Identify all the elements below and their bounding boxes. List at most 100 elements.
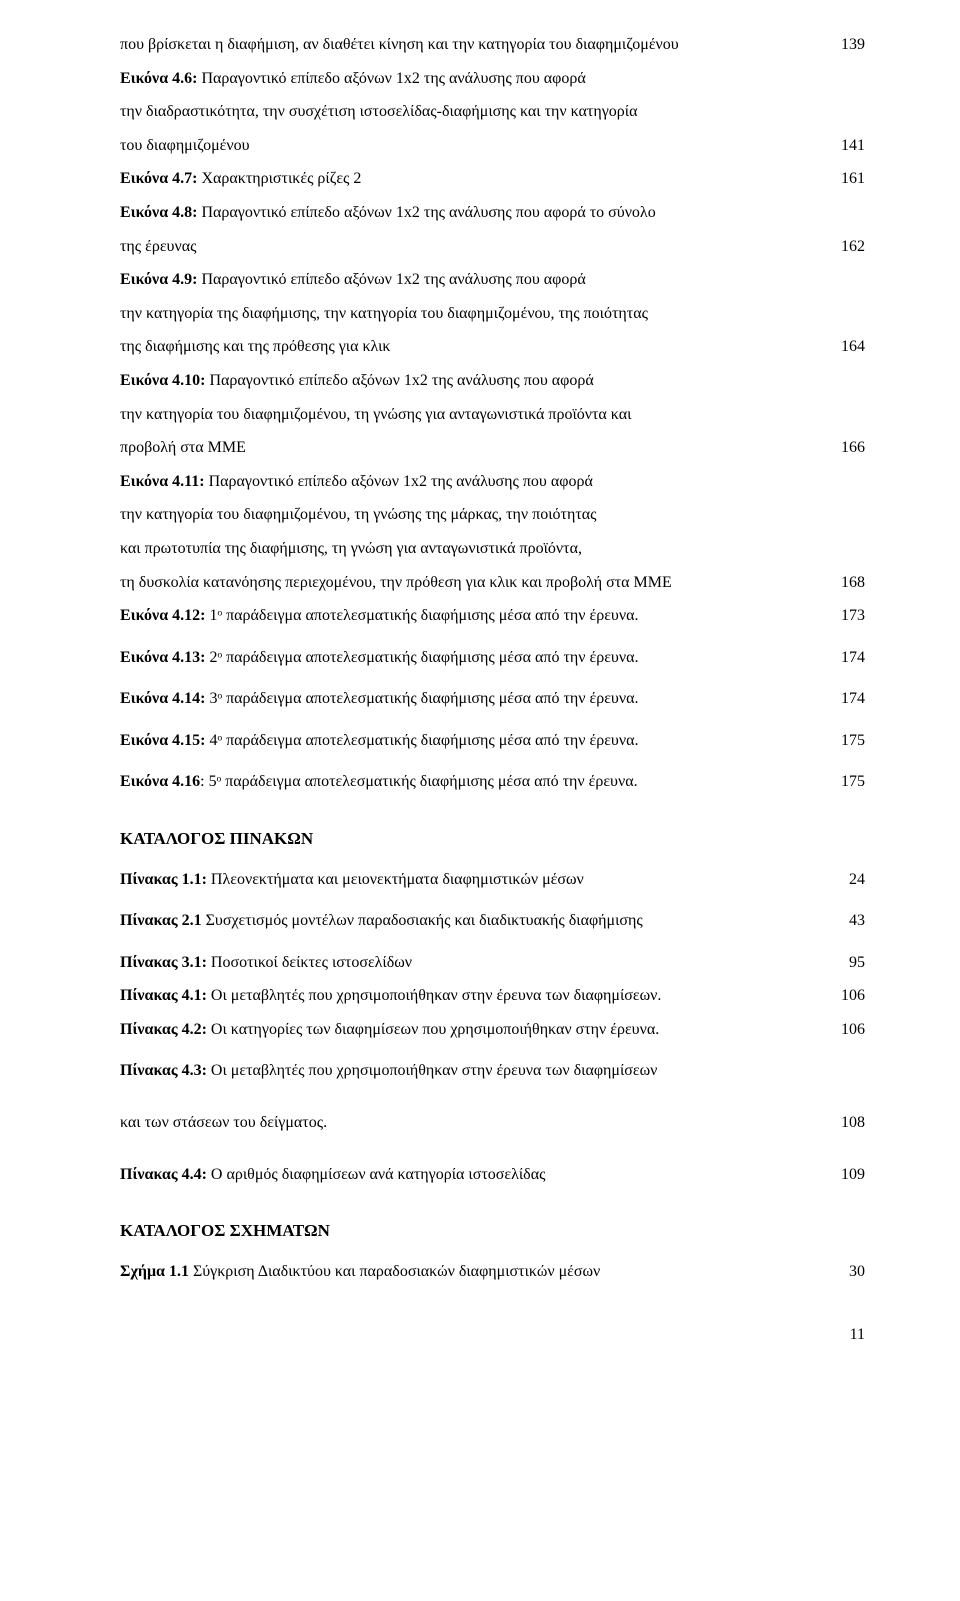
list-item: τη δυσκολία κατανόησης περιεχομένου, την… bbox=[120, 568, 865, 598]
entry-label: Εικόνα 4.11: bbox=[120, 473, 205, 490]
entry-text: Πίνακας 4.2: Οι κατηγορίες των διαφημίσε… bbox=[120, 1015, 825, 1045]
entry-page-number: 109 bbox=[825, 1160, 865, 1190]
entry-text: Πίνακας 4.3: Οι μεταβλητές που χρησιμοπο… bbox=[120, 1056, 825, 1086]
entry-label: Σχήμα 1.1 bbox=[120, 1263, 189, 1280]
list-item: της διαφήμισης και της πρόθεσης για κλικ… bbox=[120, 332, 865, 362]
list-item: Σχήμα 1.1 Σύγκριση Διαδικτύου και παραδο… bbox=[120, 1257, 865, 1287]
entry-text: Εικόνα 4.10: Παραγοντικό επίπεδο αξόνων … bbox=[120, 366, 825, 396]
list-item: την κατηγορία της διαφήμισης, την κατηγο… bbox=[120, 299, 865, 329]
entry-text: Σχήμα 1.1 Σύγκριση Διαδικτύου και παραδο… bbox=[120, 1257, 825, 1287]
entry-text: Πίνακας 3.1: Ποσοτικοί δείκτες ιστοσελίδ… bbox=[120, 948, 825, 978]
entry-page-number: 173 bbox=[825, 601, 865, 631]
entry-desc: τη δυσκολία κατανόησης περιεχομένου, την… bbox=[120, 574, 672, 591]
entry-page-number: 30 bbox=[825, 1257, 865, 1287]
entry-text: Εικόνα 4.9: Παραγοντικό επίπεδο αξόνων 1… bbox=[120, 265, 825, 295]
entry-desc: 1ᵒ παράδειγμα αποτελεσματικής διαφήμισης… bbox=[205, 607, 638, 624]
entry-text: τη δυσκολία κατανόησης περιεχομένου, την… bbox=[120, 568, 825, 598]
entry-text: Εικόνα 4.7: Χαρακτηριστικές ρίζες 2 bbox=[120, 164, 825, 194]
entry-page-number: 43 bbox=[825, 906, 865, 936]
entry-label: Εικόνα 4.15: bbox=[120, 732, 205, 749]
list-item: Εικόνα 4.6: Παραγοντικό επίπεδο αξόνων 1… bbox=[120, 64, 865, 94]
figures-list-section: που βρίσκεται η διαφήμιση, αν διαθέτει κ… bbox=[120, 30, 865, 797]
entry-label: Εικόνα 4.13: bbox=[120, 649, 205, 666]
list-item: Πίνακας 4.4: Ο αριθμός διαφημίσεων ανά κ… bbox=[120, 1160, 865, 1190]
list-item: Εικόνα 4.9: Παραγοντικό επίπεδο αξόνων 1… bbox=[120, 265, 865, 295]
entry-label: Πίνακας 4.1: bbox=[120, 987, 207, 1004]
list-item: και πρωτοτυπία της διαφήμισης, τη γνώση … bbox=[120, 534, 865, 564]
entry-label: Εικόνα 4.9: bbox=[120, 271, 197, 288]
entry-desc: και των στάσεων του δείγματος. bbox=[120, 1114, 327, 1131]
list-item: προβολή στα ΜΜΕ166 bbox=[120, 433, 865, 463]
list-item: την κατηγορία του διαφημιζομένου, τη γνώ… bbox=[120, 500, 865, 530]
list-item: Πίνακας 4.1: Οι μεταβλητές που χρησιμοπο… bbox=[120, 981, 865, 1011]
entry-label: Εικόνα 4.8: bbox=[120, 204, 197, 221]
list-item: Εικόνα 4.10: Παραγοντικό επίπεδο αξόνων … bbox=[120, 366, 865, 396]
entry-text: Εικόνα 4.11: Παραγοντικό επίπεδο αξόνων … bbox=[120, 467, 825, 497]
entry-page-number: 174 bbox=[825, 684, 865, 714]
list-item: Πίνακας 4.2: Οι κατηγορίες των διαφημίσε… bbox=[120, 1015, 865, 1045]
entry-text: της διαφήμισης και της πρόθεσης για κλικ bbox=[120, 332, 825, 362]
entry-page-number: 141 bbox=[825, 131, 865, 161]
entry-text: της έρευνας bbox=[120, 232, 825, 262]
entry-desc: Παραγοντικό επίπεδο αξόνων 1x2 της ανάλυ… bbox=[197, 70, 585, 87]
list-item: την κατηγορία του διαφημιζομένου, τη γνώ… bbox=[120, 400, 865, 430]
entry-page-number: 174 bbox=[825, 643, 865, 673]
entry-text: την διαδραστικότητα, την συσχέτιση ιστοσ… bbox=[120, 97, 825, 127]
list-item: Εικόνα 4.14: 3ᵒ παράδειγμα αποτελεσματικ… bbox=[120, 684, 865, 714]
entry-desc: 3ᵒ παράδειγμα αποτελεσματικής διαφήμισης… bbox=[205, 690, 638, 707]
list-item: Εικόνα 4.11: Παραγοντικό επίπεδο αξόνων … bbox=[120, 467, 865, 497]
entry-text: Πίνακας 4.1: Οι μεταβλητές που χρησιμοπο… bbox=[120, 981, 825, 1011]
entry-text: την κατηγορία της διαφήμισης, την κατηγο… bbox=[120, 299, 825, 329]
entry-text: Εικόνα 4.13: 2ᵒ παράδειγμα αποτελεσματικ… bbox=[120, 643, 825, 673]
entry-desc: Ποσοτικοί δείκτες ιστοσελίδων bbox=[207, 954, 412, 971]
entry-page-number: 24 bbox=[825, 865, 865, 895]
entry-label: Εικόνα 4.14: bbox=[120, 690, 205, 707]
list-item: Εικόνα 4.7: Χαρακτηριστικές ρίζες 2161 bbox=[120, 164, 865, 194]
list-item: την διαδραστικότητα, την συσχέτιση ιστοσ… bbox=[120, 97, 865, 127]
entry-page-number: 95 bbox=[825, 948, 865, 978]
entry-text: Εικόνα 4.12: 1ᵒ παράδειγμα αποτελεσματικ… bbox=[120, 601, 825, 631]
entry-desc: την κατηγορία της διαφήμισης, την κατηγο… bbox=[120, 305, 648, 322]
schemas-heading: ΚΑΤΑΛΟΓΟΣ ΣΧΗΜΑΤΩΝ bbox=[120, 1215, 865, 1246]
entry-desc: και πρωτοτυπία της διαφήμισης, τη γνώση … bbox=[120, 540, 582, 557]
entry-desc: την κατηγορία του διαφημιζομένου, τη γνώ… bbox=[120, 406, 631, 423]
list-item: Εικόνα 4.8: Παραγοντικό επίπεδο αξόνων 1… bbox=[120, 198, 865, 228]
entry-label: Εικόνα 4.16 bbox=[120, 773, 200, 790]
entry-desc: Ο αριθμός διαφημίσεων ανά κατηγορία ιστο… bbox=[207, 1166, 546, 1183]
list-item: του διαφημιζομένου 141 bbox=[120, 131, 865, 161]
entry-label: Εικόνα 4.6: bbox=[120, 70, 197, 87]
entry-text: Εικόνα 4.14: 3ᵒ παράδειγμα αποτελεσματικ… bbox=[120, 684, 825, 714]
tables-heading: ΚΑΤΑΛΟΓΟΣ ΠΙΝΑΚΩΝ bbox=[120, 823, 865, 854]
list-item: Πίνακας 1.1: Πλεονεκτήματα και μειονεκτή… bbox=[120, 865, 865, 895]
entry-desc: την διαδραστικότητα, την συσχέτιση ιστοσ… bbox=[120, 103, 637, 120]
list-item: που βρίσκεται η διαφήμιση, αν διαθέτει κ… bbox=[120, 30, 865, 60]
list-item: Εικόνα 4.16: 5ᵒ παράδειγμα αποτελεσματικ… bbox=[120, 767, 865, 797]
entry-page-number: 139 bbox=[825, 30, 865, 60]
entry-desc: του διαφημιζομένου bbox=[120, 137, 250, 154]
entry-label: Πίνακας 4.2: bbox=[120, 1021, 207, 1038]
entry-label: Πίνακας 2.1 bbox=[120, 912, 202, 929]
entry-text: Εικόνα 4.6: Παραγοντικό επίπεδο αξόνων 1… bbox=[120, 64, 825, 94]
entry-desc: Παραγοντικό επίπεδο αξόνων 1x2 της ανάλυ… bbox=[205, 473, 593, 490]
tables-list-section: Πίνακας 1.1: Πλεονεκτήματα και μειονεκτή… bbox=[120, 865, 865, 1190]
entry-page-number: 162 bbox=[825, 232, 865, 262]
entry-page-number: 166 bbox=[825, 433, 865, 463]
entry-desc: Παραγοντικό επίπεδο αξόνων 1x2 της ανάλυ… bbox=[205, 372, 593, 389]
list-item: Πίνακας 4.3: Οι μεταβλητές που χρησιμοπο… bbox=[120, 1056, 865, 1086]
entry-text: και των στάσεων του δείγματος. bbox=[120, 1108, 825, 1138]
page-number: 11 bbox=[120, 1326, 865, 1344]
entry-text: Πίνακας 4.4: Ο αριθμός διαφημίσεων ανά κ… bbox=[120, 1160, 825, 1190]
entry-page-number: 106 bbox=[825, 1015, 865, 1045]
list-item: της έρευνας162 bbox=[120, 232, 865, 262]
entry-desc: Παραγοντικό επίπεδο αξόνων 1x2 της ανάλυ… bbox=[197, 271, 585, 288]
document-page: που βρίσκεται η διαφήμιση, αν διαθέτει κ… bbox=[0, 0, 960, 1374]
entry-desc: Οι μεταβλητές που χρησιμοποιήθηκαν στην … bbox=[207, 1062, 658, 1079]
entry-page-number: 168 bbox=[825, 568, 865, 598]
entry-desc: που βρίσκεται η διαφήμιση, αν διαθέτει κ… bbox=[120, 36, 679, 53]
entry-page-number: 164 bbox=[825, 332, 865, 362]
entry-desc: 2ᵒ παράδειγμα αποτελεσματικής διαφήμισης… bbox=[205, 649, 638, 666]
entry-text: Εικόνα 4.15: 4ᵒ παράδειγμα αποτελεσματικ… bbox=[120, 726, 825, 756]
entry-text: προβολή στα ΜΜΕ bbox=[120, 433, 825, 463]
entry-desc: : 5ᵒ παράδειγμα αποτελεσματικής διαφήμισ… bbox=[200, 773, 637, 790]
entry-text: την κατηγορία του διαφημιζομένου, τη γνώ… bbox=[120, 500, 825, 530]
